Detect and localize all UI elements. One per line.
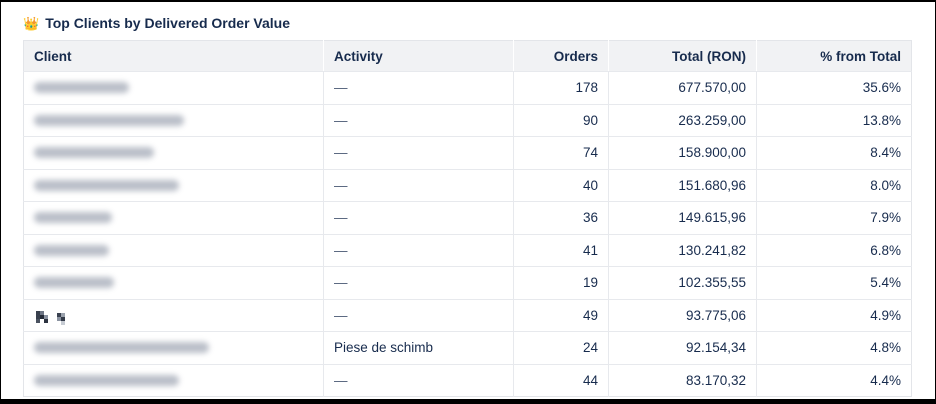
redacted-client-name	[34, 212, 112, 224]
cell-activity: —	[323, 266, 514, 299]
table-row: — 44 83.170,32 4.4%	[23, 363, 912, 397]
cell-activity: —	[323, 233, 514, 267]
empty-activity-dash: —	[334, 242, 348, 258]
table-row: — 49 93.775,06 4.9%	[23, 298, 912, 332]
cell-activity: —	[323, 71, 514, 104]
cell-total: 263.259,00	[608, 103, 757, 137]
cell-orders: 74	[513, 136, 609, 169]
cell-activity: —	[323, 103, 514, 137]
cell-orders: 49	[513, 298, 609, 332]
cell-orders: 36	[513, 201, 609, 234]
column-header-client: Client	[23, 40, 324, 72]
cell-total: 158.900,00	[608, 136, 757, 169]
cell-total: 149.615,96	[608, 201, 757, 234]
table-row: — 41 130.241,82 6.8%	[23, 233, 912, 267]
cell-percent: 8.0%	[756, 168, 912, 202]
empty-activity-dash: —	[334, 210, 348, 226]
cell-client	[23, 168, 324, 202]
cell-client	[23, 233, 324, 267]
cell-percent: 5.4%	[756, 266, 912, 299]
cell-percent: 4.9%	[756, 298, 912, 332]
table-row: — 36 149.615,96 7.9%	[23, 201, 912, 234]
cell-total: 130.241,82	[608, 233, 757, 267]
cell-activity: —	[323, 298, 514, 332]
cell-activity: —	[323, 201, 514, 234]
empty-activity-dash: —	[334, 145, 348, 161]
cell-activity: —	[323, 168, 514, 202]
cell-orders: 19	[513, 266, 609, 299]
cell-client	[23, 363, 324, 397]
column-header-total: Total (RON)	[608, 40, 757, 72]
empty-activity-dash: —	[334, 275, 348, 291]
redacted-client-name	[34, 82, 129, 94]
cell-percent: 7.9%	[756, 201, 912, 234]
table-row: Piese de schimb 24 92.154,34 4.8%	[23, 331, 912, 364]
table-body: — 178 677.570,00 35.6% — 90 263.259,00 13.8% — 74…	[23, 71, 912, 397]
cell-percent: 13.8%	[756, 103, 912, 137]
redacted-client-name	[34, 342, 209, 354]
cell-percent: 35.6%	[756, 71, 912, 104]
cell-activity: —	[323, 136, 514, 169]
crown-icon: 👑	[23, 15, 40, 31]
report-title: 👑 Top Clients by Delivered Order Value	[23, 15, 911, 31]
cell-client	[23, 298, 324, 332]
table-row: — 90 263.259,00 13.8%	[23, 103, 912, 137]
report-page: 👑 Top Clients by Delivered Order Value C…	[1, 2, 935, 397]
column-header-orders: Orders	[513, 40, 609, 72]
cell-percent: 4.8%	[756, 331, 912, 364]
cell-percent: 4.4%	[756, 363, 912, 397]
redacted-client-name	[34, 179, 179, 191]
cell-total: 151.680,96	[608, 168, 757, 202]
cell-orders: 44	[513, 363, 609, 397]
table-header-row: Client Activity Orders Total (RON)% from To…	[23, 40, 912, 72]
cell-client	[23, 266, 324, 299]
redacted-client-name	[36, 311, 40, 316]
cell-total: 677.570,00	[608, 71, 757, 104]
cell-client	[23, 103, 324, 137]
cell-orders: 24	[513, 331, 609, 364]
cell-orders: 40	[513, 168, 609, 202]
cell-client	[23, 201, 324, 234]
table-row: — 19 102.355,55 5.4%	[23, 266, 912, 299]
cell-orders: 41	[513, 233, 609, 267]
empty-activity-dash: —	[334, 80, 348, 96]
cell-orders: 178	[513, 71, 609, 104]
empty-activity-dash: —	[334, 372, 348, 388]
cell-percent: 6.8%	[756, 233, 912, 267]
cell-percent: 8.4%	[756, 136, 912, 169]
redacted-client-name	[34, 147, 154, 159]
cell-orders: 90	[513, 103, 609, 137]
empty-activity-dash: —	[334, 177, 348, 193]
cell-client	[23, 331, 324, 364]
table-header: Client Activity Orders Total (RON)% from To…	[23, 40, 912, 72]
cell-total: 93.775,06	[608, 298, 757, 332]
cell-total: 83.170,32	[608, 363, 757, 397]
table-row: — 178 677.570,00 35.6%	[24, 71, 912, 105]
cell-total: 102.355,55	[608, 266, 757, 299]
report-title-text: Top Clients by Delivered Order Value	[45, 15, 291, 31]
column-header-activity: Activity	[323, 40, 514, 72]
cell-client	[23, 136, 324, 169]
cell-activity: —	[323, 363, 514, 397]
cell-activity: Piese de schimb	[323, 331, 514, 364]
empty-activity-dash: —	[334, 307, 348, 323]
column-header-percent: % from Total	[756, 40, 912, 72]
redacted-client-name	[34, 374, 179, 386]
redacted-client-name	[34, 244, 109, 256]
empty-activity-dash: —	[334, 112, 348, 128]
table-row: — 74 158.900,00 8.4%	[23, 136, 912, 169]
top-clients-table: Client Activity Orders Total (RON)% from To…	[23, 40, 912, 397]
redacted-client-name	[34, 114, 184, 126]
table-row: — 40 151.680,96 8.0%	[23, 168, 912, 202]
cell-total: 92.154,34	[608, 331, 757, 364]
cell-client	[24, 72, 324, 105]
redacted-client-name	[34, 277, 114, 289]
